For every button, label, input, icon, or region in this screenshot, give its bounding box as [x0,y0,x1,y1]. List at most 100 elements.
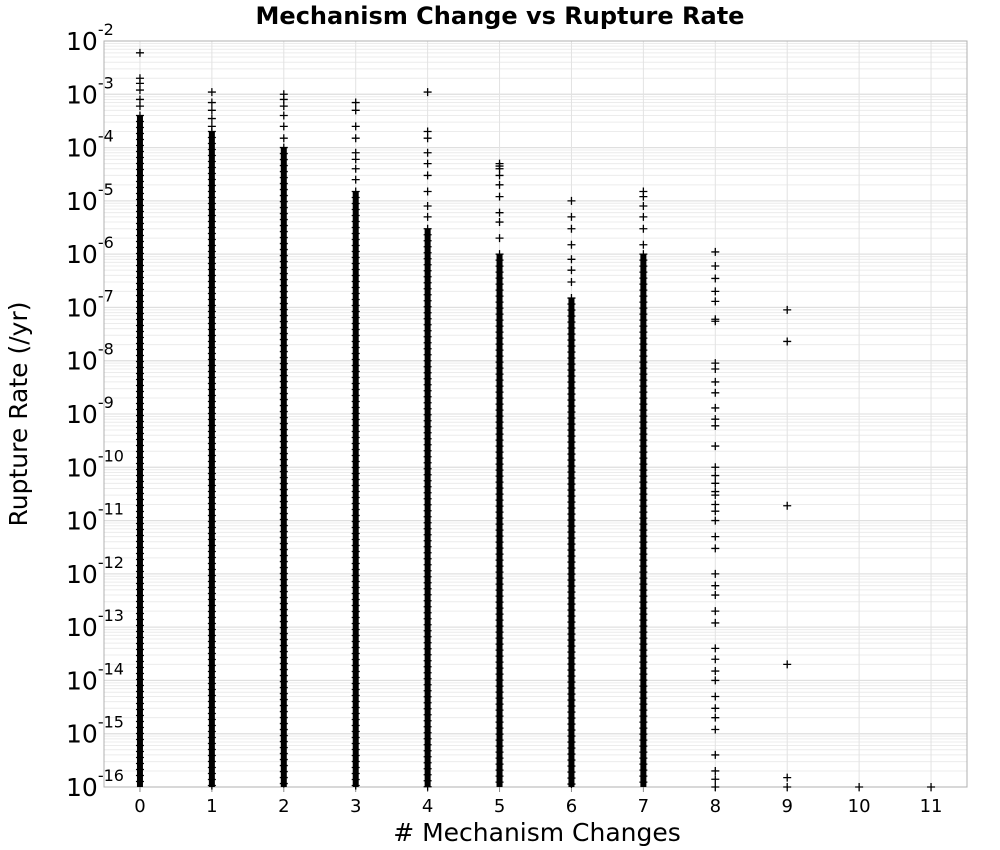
data-point-marker [279,122,288,131]
data-point-marker [423,187,432,196]
y-tick-label: 10-16 [66,766,124,802]
data-point-marker [711,644,720,653]
data-point-marker [279,102,288,111]
data-point-marker [711,750,720,759]
data-point-marker [711,591,720,600]
data-point-marker [495,218,504,227]
data-point-marker [783,337,792,346]
y-tick-label: 10-13 [66,606,124,642]
data-points [135,48,936,791]
data-point-marker [711,364,720,373]
data-point-marker [639,224,648,233]
x-tick-label: 0 [134,796,145,817]
y-tick-label: 10-9 [66,393,114,429]
data-point-marker [927,783,936,791]
y-tick-label: 10-15 [66,713,124,749]
data-point-marker [711,783,720,791]
data-point-marker [711,532,720,541]
x-axis-title: # Mechanism Changes [393,818,681,847]
data-point-marker [423,212,432,221]
data-point-marker [279,779,288,788]
chart-title: Mechanism Change vs Rupture Rate [256,2,745,30]
x-tick-label: 1 [206,796,217,817]
data-point-marker [783,773,792,782]
data-point-marker [207,122,216,131]
data-point-marker [711,725,720,734]
x-tick-label: 9 [781,796,792,817]
data-point-marker [495,208,504,217]
data-point-marker [207,114,216,123]
data-point-marker [207,106,216,115]
plot-area-frame [103,40,968,788]
data-point-marker [567,212,576,221]
data-point-marker [423,88,432,97]
data-point-marker [711,766,720,775]
data-point-marker [423,134,432,143]
data-point-marker [711,297,720,306]
data-point-marker [495,192,504,201]
data-point-marker [711,317,720,326]
data-point-marker [495,180,504,189]
data-point-marker [351,781,360,790]
data-point-marker [423,782,432,791]
data-point-marker [351,134,360,143]
data-point-marker [207,98,216,107]
data-point-marker [279,111,288,120]
data-point-marker [711,463,720,472]
y-tick-label: 10-10 [66,446,124,482]
data-point-marker [711,775,720,784]
data-point-marker [567,240,576,249]
data-point-marker [711,569,720,578]
x-tick-label: 6 [566,796,577,817]
data-point-marker [711,618,720,627]
y-tick-label: 10-7 [66,286,114,322]
data-point-marker [639,192,648,201]
data-point-marker [639,778,648,787]
y-tick-label: 10-6 [66,233,114,269]
data-point-marker [711,287,720,296]
y-tick-label: 10-2 [66,20,114,56]
x-tick-label: 3 [350,796,361,817]
y-axis-ticks: 10-16 10-15 10-14 10-13 10-12 10-11 10-10 10-9 1… [66,20,124,802]
data-point-marker [351,98,360,107]
y-axis-title: Rupture Rate (/yr) [4,302,33,527]
x-tick-label: 5 [494,796,505,817]
data-point-marker [351,155,360,164]
data-point-marker [495,778,504,787]
data-point-marker [567,780,576,789]
data-point-marker [639,212,648,221]
x-tick-label: 7 [638,796,649,817]
data-point-marker [711,261,720,270]
x-tick-label: 8 [710,796,721,817]
y-tick-label: 10-3 [66,73,114,109]
data-point-marker [567,266,576,275]
data-point-marker [711,692,720,701]
data-point-marker [711,607,720,616]
x-axis-ticks: 0 1 2 3 4 5 6 7 8 9 10 11 [134,787,942,817]
data-point-marker [783,501,792,510]
data-point-marker [711,421,720,430]
data-point-marker [711,667,720,676]
data-point-marker [639,240,648,249]
data-point-marker [711,403,720,412]
y-tick-label: 10-14 [66,659,124,695]
data-point-marker [711,655,720,664]
data-point-marker [567,278,576,287]
data-point-marker [711,479,720,488]
data-point-marker [783,305,792,314]
data-point-marker [207,781,216,790]
y-tick-label: 10-8 [66,340,114,376]
data-point-marker [711,247,720,256]
x-tick-label: 2 [278,796,289,817]
data-point-marker [207,88,216,97]
data-point-marker [567,224,576,233]
data-point-marker [711,704,720,713]
data-point-marker [495,171,504,180]
data-point-marker [711,274,720,283]
data-point-marker [711,516,720,525]
data-point-marker [351,175,360,184]
data-point-marker [711,377,720,386]
y-tick-label: 10-12 [66,553,124,589]
data-point-marker [711,581,720,590]
